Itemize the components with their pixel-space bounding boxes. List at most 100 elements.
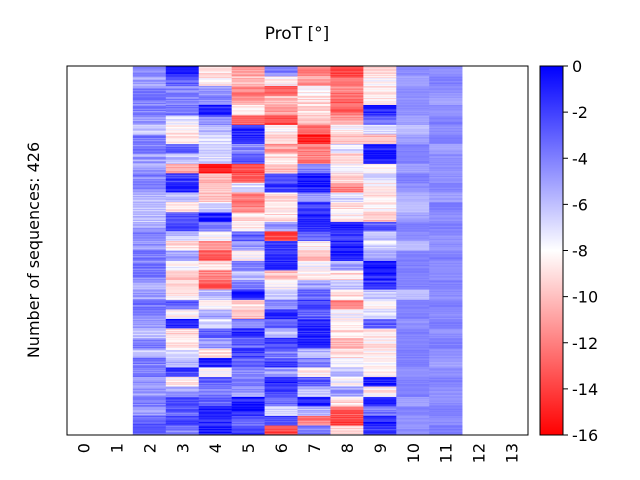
heatmap-cell bbox=[429, 428, 463, 431]
heatmap-cell bbox=[396, 72, 430, 74]
heatmap-cell bbox=[396, 381, 430, 383]
heatmap-cell bbox=[396, 236, 430, 238]
heatmap-cell bbox=[297, 420, 331, 422]
heatmap-cell bbox=[198, 99, 232, 101]
heatmap-cell bbox=[363, 122, 397, 124]
heatmap-cell bbox=[132, 223, 167, 225]
heatmap-cell bbox=[165, 221, 200, 223]
heatmap-cell bbox=[396, 400, 430, 402]
heatmap-cell bbox=[396, 343, 430, 345]
heatmap-cell bbox=[264, 261, 298, 263]
heatmap-cell bbox=[429, 161, 463, 163]
heatmap-cell bbox=[429, 136, 463, 138]
heatmap-cell bbox=[132, 111, 167, 113]
heatmap-cell bbox=[231, 318, 265, 320]
heatmap-cell bbox=[363, 275, 397, 277]
heatmap-cell bbox=[132, 251, 167, 253]
heatmap-cell bbox=[396, 232, 430, 234]
heatmap-cell bbox=[429, 132, 463, 134]
heatmap-cell bbox=[429, 178, 463, 180]
heatmap-cell bbox=[165, 162, 200, 164]
heatmap-cell bbox=[165, 402, 200, 404]
heatmap-cell bbox=[297, 86, 331, 88]
heatmap-cell bbox=[132, 149, 167, 151]
heatmap-cell bbox=[330, 298, 364, 300]
heatmap-cell bbox=[330, 103, 364, 105]
heatmap-cell bbox=[198, 425, 232, 427]
heatmap-cell bbox=[330, 370, 364, 373]
heatmap-cell bbox=[165, 408, 200, 410]
heatmap-cell bbox=[198, 182, 232, 185]
heatmap-cell bbox=[330, 235, 364, 237]
heatmap-cell bbox=[297, 79, 331, 82]
heatmap-cell bbox=[396, 401, 430, 403]
heatmap-cell bbox=[132, 241, 167, 244]
heatmap-cell bbox=[132, 311, 167, 313]
heatmap-cell bbox=[231, 219, 265, 221]
heatmap-cell bbox=[363, 292, 397, 294]
heatmap-cell bbox=[132, 104, 167, 106]
heatmap-cell bbox=[363, 173, 397, 175]
heatmap-cell bbox=[264, 84, 298, 86]
heatmap-cell bbox=[165, 422, 200, 425]
heatmap-cell bbox=[297, 259, 331, 261]
heatmap-cell bbox=[330, 288, 364, 290]
heatmap-cell bbox=[297, 433, 331, 435]
heatmap-cell bbox=[198, 254, 232, 256]
heatmap-cell bbox=[198, 104, 232, 107]
heatmap-cell bbox=[429, 109, 463, 111]
heatmap-cell bbox=[363, 351, 397, 354]
heatmap-cell bbox=[264, 181, 298, 183]
heatmap-cell bbox=[429, 93, 463, 95]
heatmap-cell bbox=[165, 372, 200, 374]
heatmap-cell bbox=[198, 101, 232, 103]
heatmap-cell bbox=[198, 281, 232, 283]
heatmap-cell bbox=[363, 99, 397, 101]
heatmap-cell bbox=[330, 217, 364, 219]
heatmap-cell bbox=[297, 321, 331, 323]
heatmap-cell bbox=[264, 169, 298, 172]
heatmap-cell bbox=[297, 101, 331, 103]
heatmap-cell bbox=[297, 313, 331, 315]
heatmap-cell bbox=[363, 323, 397, 325]
heatmap-cell bbox=[165, 176, 200, 179]
heatmap-cell bbox=[297, 155, 331, 157]
heatmap-cell bbox=[132, 417, 167, 419]
heatmap-cell bbox=[264, 182, 298, 184]
heatmap-cell bbox=[264, 375, 298, 377]
heatmap-cell bbox=[264, 329, 298, 331]
heatmap-cell bbox=[231, 296, 265, 298]
heatmap-cell bbox=[297, 318, 331, 321]
heatmap-cell bbox=[165, 313, 200, 315]
heatmap-cell bbox=[198, 264, 232, 266]
heatmap-cell bbox=[363, 245, 397, 247]
heatmap-cell bbox=[363, 151, 397, 153]
heatmap-cell bbox=[264, 258, 298, 260]
heatmap-cell bbox=[231, 156, 265, 158]
heatmap-cell bbox=[231, 279, 265, 281]
heatmap-cell bbox=[198, 239, 232, 241]
heatmap-cell bbox=[396, 153, 430, 155]
heatmap-cell bbox=[165, 334, 200, 336]
heatmap-cell bbox=[429, 297, 463, 299]
heatmap-cell bbox=[429, 237, 463, 239]
heatmap-cell bbox=[132, 343, 167, 345]
heatmap-cell bbox=[264, 337, 298, 339]
heatmap-cell bbox=[396, 374, 430, 376]
heatmap-cell bbox=[264, 407, 298, 409]
heatmap-cell bbox=[231, 67, 265, 69]
heatmap-cell bbox=[330, 139, 364, 141]
heatmap-cell bbox=[429, 193, 463, 195]
heatmap-cell bbox=[297, 265, 331, 267]
heatmap-cell bbox=[363, 309, 397, 311]
heatmap-cell bbox=[264, 316, 298, 318]
heatmap-cell bbox=[132, 162, 167, 164]
heatmap-cell bbox=[198, 337, 232, 339]
heatmap-cell bbox=[396, 227, 430, 229]
heatmap-cell bbox=[363, 191, 397, 193]
heatmap-cell bbox=[297, 323, 331, 325]
heatmap-cell bbox=[297, 184, 331, 186]
heatmap-cell bbox=[297, 366, 331, 368]
heatmap-cell bbox=[231, 250, 265, 252]
heatmap-cell bbox=[363, 176, 397, 178]
